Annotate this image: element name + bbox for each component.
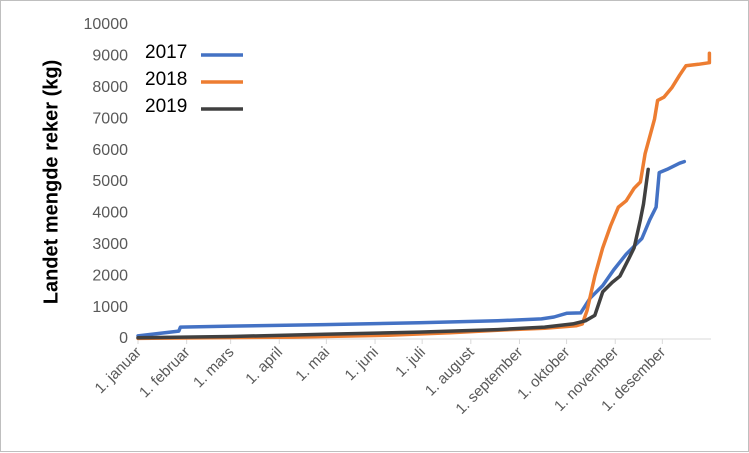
- y-axis-label: Landet mengde reker (kg): [40, 60, 62, 305]
- x-tick-label: 1. april: [242, 344, 286, 388]
- x-tick-label: 1. mai: [292, 344, 333, 385]
- legend-label-2019: 2019: [145, 96, 187, 117]
- x-tick-label: 1. juli: [392, 344, 429, 381]
- series-lines: [136, 51, 712, 341]
- legend-label-2017: 2017: [145, 42, 187, 63]
- y-tick-label: 0: [119, 330, 128, 347]
- y-tick-label: 9000: [92, 48, 128, 65]
- series-line-2019: [136, 167, 650, 340]
- y-tick-label: 6000: [92, 142, 128, 159]
- x-tick-label: 1. juni: [342, 344, 382, 384]
- legend: 2017 2018 2019: [145, 42, 243, 117]
- y-tick-label: 10000: [84, 16, 129, 33]
- y-tick-label: 2000: [92, 267, 128, 284]
- y-tick-label: 7000: [92, 110, 128, 127]
- x-tick-label: 1. mars: [190, 344, 237, 391]
- y-tick-label: 5000: [92, 173, 128, 190]
- series-line-2018: [136, 51, 712, 341]
- y-tick-label: 4000: [92, 205, 128, 222]
- y-tick-label: 8000: [92, 79, 128, 96]
- legend-label-2018: 2018: [145, 69, 187, 90]
- y-tick-labels: 0 1000 2000 3000 4000 5000 6000 7000 8000 9000 100…: [84, 16, 129, 347]
- x-tick-label: 1. februar: [136, 344, 193, 401]
- axes: [137, 338, 711, 344]
- y-tick-label: 3000: [92, 236, 128, 253]
- y-tick-label: 1000: [92, 299, 128, 316]
